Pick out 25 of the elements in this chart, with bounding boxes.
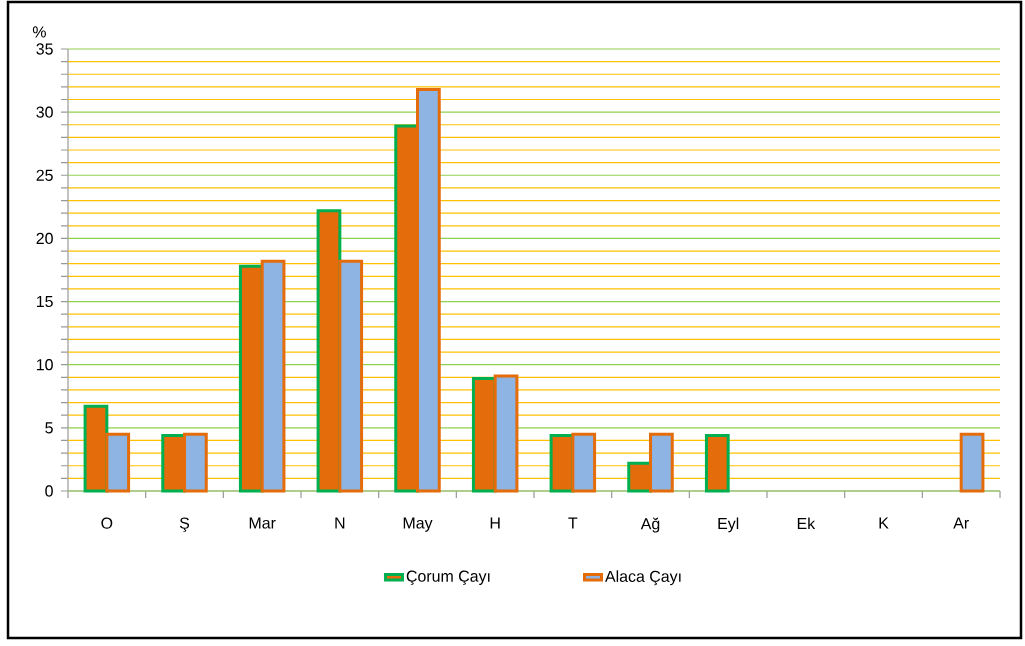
y-tick-label: 5 <box>45 422 53 434</box>
legend-label: Çorum Çayı <box>406 570 490 586</box>
y-tick-label: 10 <box>36 359 53 371</box>
legend-label: Alaca Çayı <box>605 570 681 586</box>
x-tick-label: O <box>101 517 113 529</box>
bar <box>959 432 985 493</box>
x-tick-label: Ş <box>179 517 190 532</box>
y-tick-label: 20 <box>36 232 53 245</box>
y-tick-label: 15 <box>36 295 53 308</box>
x-tick-label: K <box>879 517 889 529</box>
y-tick-label: 30 <box>36 106 53 118</box>
y-axis-title: % <box>32 26 46 38</box>
x-tick-label: Ar <box>953 517 969 529</box>
x-tick-label: Eyl <box>718 517 739 533</box>
y-tick-label: 25 <box>36 169 53 181</box>
bar <box>704 433 730 493</box>
x-tick-label: Mar <box>249 517 276 529</box>
y-tick-label: 0 <box>45 485 53 497</box>
x-tick-label: Ek <box>797 517 816 530</box>
x-tick-label: Ağ <box>640 517 660 533</box>
x-tick-label: H <box>490 517 500 529</box>
x-tick-label: T <box>568 517 578 529</box>
y-tick-label: 35 <box>36 43 53 55</box>
x-tick-label: N <box>335 517 345 529</box>
x-tick-label: May <box>403 517 433 532</box>
